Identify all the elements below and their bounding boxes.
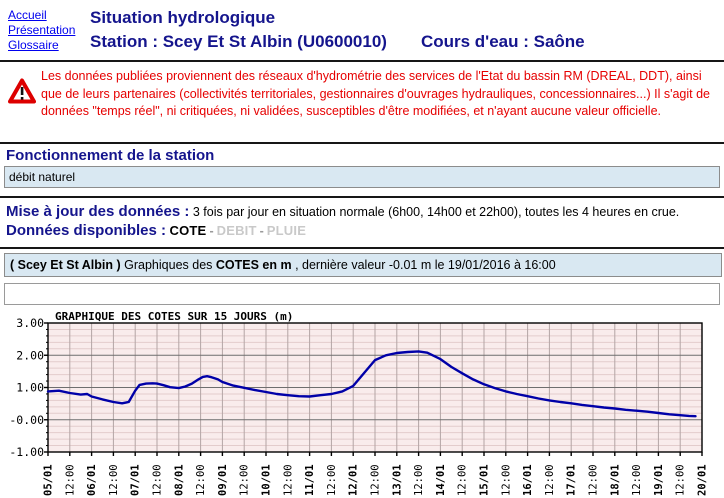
update-info-label: Mise à jour des données : [6, 203, 190, 220]
svg-text:17/01: 17/01 [566, 464, 578, 496]
warning-text: Les données publiées proviennent des rés… [41, 69, 711, 118]
info-bar-station: ( Scey Et St Albin ) [10, 258, 121, 272]
svg-text:12:00: 12:00 [370, 464, 382, 496]
svg-text:10/01: 10/01 [261, 464, 273, 496]
divider [0, 142, 724, 144]
svg-text:15/01: 15/01 [479, 464, 491, 496]
svg-text:2.00: 2.00 [16, 348, 44, 362]
svg-text:09/01: 09/01 [217, 464, 229, 496]
station-title: Station : Scey Et St Albin (U0600010) Cou… [90, 30, 585, 54]
nav-link-presentation[interactable]: Présentation [8, 23, 76, 37]
data-type-cote[interactable]: COTE [169, 223, 207, 238]
nav-links: Accueil Présentation Glossaire [8, 8, 75, 53]
svg-text:12:00: 12:00 [500, 464, 512, 496]
svg-text:12:00: 12:00 [326, 464, 338, 496]
header: Situation hydrologique Station : Scey Et… [90, 6, 585, 54]
svg-text:06/01: 06/01 [86, 464, 98, 496]
svg-text:12:00: 12:00 [544, 464, 556, 496]
station-function-value: débit naturel [4, 166, 720, 188]
available-data-label: Données disponibles : [6, 222, 167, 239]
svg-text:12:00: 12:00 [282, 464, 294, 496]
river-name: Cours d'eau : Saône [420, 32, 585, 51]
graph-info-bar: ( Scey Et St Albin ) Graphiques des COTE… [4, 253, 722, 277]
info-bar-prefix: Graphiques des [120, 258, 216, 272]
nav-link-accueil[interactable]: Accueil [8, 8, 47, 22]
svg-text:11/01: 11/01 [304, 464, 316, 496]
info-bar-measure: COTES en m [215, 258, 292, 272]
svg-text:12:00: 12:00 [457, 464, 469, 496]
svg-text:12:00: 12:00 [152, 464, 164, 496]
separator: - [259, 224, 264, 238]
update-info-text: 3 fois par jour en situation normale (6h… [189, 205, 680, 219]
svg-text:GRAPHIQUE DES COTES SUR 15 JOU: GRAPHIQUE DES COTES SUR 15 JOURS (m) [55, 310, 293, 323]
svg-text:-1.00: -1.00 [9, 445, 44, 459]
available-data: Données disponibles : COTE - DEBIT - PLUIE [6, 222, 306, 239]
svg-text:12:00: 12:00 [195, 464, 207, 496]
svg-text:12:00: 12:00 [675, 464, 687, 496]
info-bar-last-value: , dernière valeur -0.01 m le 19/01/2016 … [291, 258, 556, 272]
data-type-pluie[interactable]: PLUIE [266, 223, 307, 238]
nav-link-glossaire[interactable]: Glossaire [8, 38, 59, 52]
svg-text:16/01: 16/01 [522, 464, 534, 496]
svg-text:12:00: 12:00 [588, 464, 600, 496]
empty-panel [4, 283, 720, 305]
svg-text:19/01: 19/01 [653, 464, 665, 496]
svg-text:12:00: 12:00 [413, 464, 425, 496]
svg-text:-0.00: -0.00 [9, 413, 44, 427]
svg-text:05/01: 05/01 [43, 464, 55, 496]
warning-icon [8, 78, 36, 104]
svg-text:12/01: 12/01 [348, 464, 360, 496]
svg-text:1.00: 1.00 [16, 381, 44, 395]
svg-text:12:00: 12:00 [108, 464, 120, 496]
station-function-heading: Fonctionnement de la station [6, 147, 215, 164]
svg-text:08/01: 08/01 [173, 464, 185, 496]
cotes-chart: 3.00 2.00 1.00 -0.00 -1.00 05/01 12:00 06/01 12:… [9, 310, 709, 496]
page-title: Situation hydrologique [90, 8, 276, 27]
divider [0, 60, 724, 62]
svg-text:07/01: 07/01 [130, 464, 142, 496]
svg-text:18/01: 18/01 [609, 464, 621, 496]
svg-text:14/01: 14/01 [435, 464, 447, 496]
divider [0, 196, 724, 198]
data-type-debit[interactable]: DEBIT [216, 223, 257, 238]
separator: - [209, 224, 214, 238]
chart-area: 3.00 2.00 1.00 -0.00 -1.00 05/01 12:00 06/01 12:… [0, 308, 724, 498]
divider [0, 247, 724, 249]
svg-text:3.00: 3.00 [16, 316, 44, 330]
svg-text:20/01: 20/01 [697, 464, 709, 496]
svg-text:13/01: 13/01 [391, 464, 403, 496]
svg-text:12:00: 12:00 [631, 464, 643, 496]
station-name: Station : Scey Et St Albin (U0600010) [90, 32, 387, 51]
svg-text:12:00: 12:00 [239, 464, 251, 496]
update-info: Mise à jour des données : 3 fois par jou… [6, 203, 679, 220]
svg-text:12:00: 12:00 [64, 464, 76, 496]
